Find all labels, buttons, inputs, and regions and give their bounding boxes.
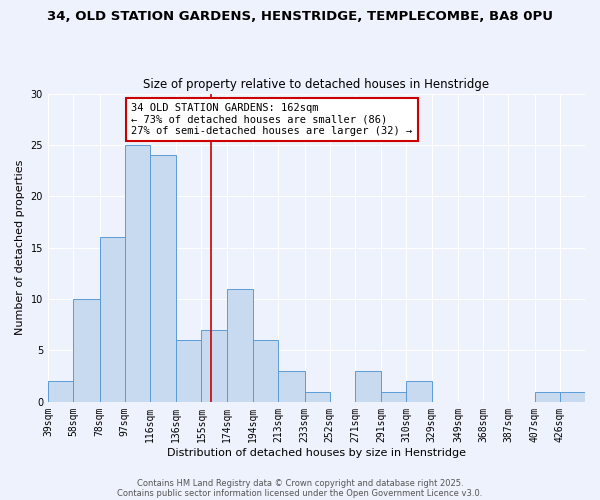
Bar — [278, 371, 305, 402]
Title: Size of property relative to detached houses in Henstridge: Size of property relative to detached ho… — [143, 78, 490, 91]
Bar — [253, 340, 278, 402]
Bar — [176, 340, 202, 402]
Bar — [355, 371, 381, 402]
Bar — [150, 155, 176, 402]
Bar — [381, 392, 406, 402]
Bar — [305, 392, 329, 402]
Bar — [202, 330, 227, 402]
Bar — [125, 145, 150, 402]
Bar — [535, 392, 560, 402]
Text: 34 OLD STATION GARDENS: 162sqm
← 73% of detached houses are smaller (86)
27% of : 34 OLD STATION GARDENS: 162sqm ← 73% of … — [131, 103, 412, 136]
Bar — [100, 238, 125, 402]
Bar — [48, 382, 73, 402]
X-axis label: Distribution of detached houses by size in Henstridge: Distribution of detached houses by size … — [167, 448, 466, 458]
Text: Contains HM Land Registry data © Crown copyright and database right 2025.: Contains HM Land Registry data © Crown c… — [137, 478, 463, 488]
Bar — [73, 299, 100, 402]
Bar — [560, 392, 585, 402]
Bar — [227, 289, 253, 402]
Y-axis label: Number of detached properties: Number of detached properties — [15, 160, 25, 336]
Text: 34, OLD STATION GARDENS, HENSTRIDGE, TEMPLECOMBE, BA8 0PU: 34, OLD STATION GARDENS, HENSTRIDGE, TEM… — [47, 10, 553, 23]
Text: Contains public sector information licensed under the Open Government Licence v3: Contains public sector information licen… — [118, 488, 482, 498]
Bar — [406, 382, 431, 402]
